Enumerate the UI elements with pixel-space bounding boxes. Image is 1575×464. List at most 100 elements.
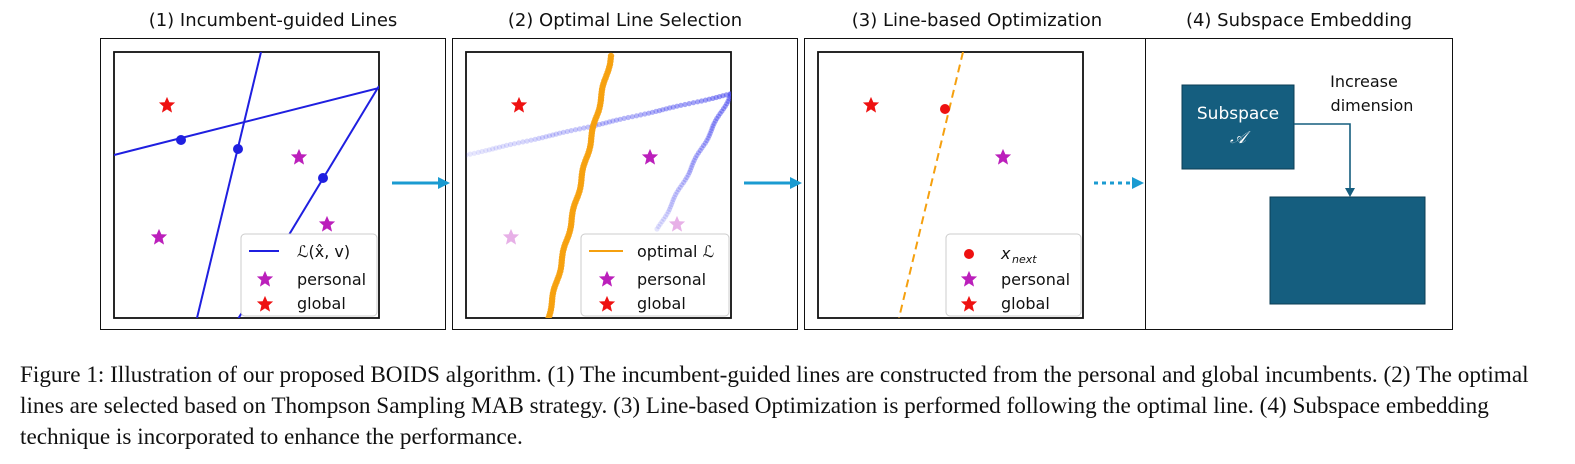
sample-point-faded [699, 145, 705, 151]
sample-point-faded [656, 108, 663, 114]
plot-area [113, 51, 380, 319]
legend-personal-label: personal [637, 270, 706, 289]
sample-point-faded [665, 209, 671, 215]
panel-3-title: (3) Line-based Optimization [851, 10, 1103, 31]
sample-point-faded [520, 139, 526, 145]
arrow-right-icon [392, 177, 450, 189]
sample-point-faded [662, 214, 668, 220]
personal-star-icon [502, 228, 520, 245]
sample-point-faded [653, 108, 659, 114]
dimension-label: dimension [1331, 96, 1414, 115]
sample-point-faded [572, 127, 579, 133]
legend-personal-label: personal [297, 270, 366, 289]
sample-point-faded [689, 162, 695, 168]
legend-global-label: global [637, 294, 686, 313]
panel-4-title: (4) Subspace Embedding [1185, 10, 1413, 31]
sample-point-faded [610, 118, 616, 124]
optimal-line-dashed [898, 52, 964, 318]
panel-1-frame: ℒ(x̂, v) personal global [100, 38, 446, 330]
sample-point-faded [686, 169, 692, 176]
sample-point-faded [568, 128, 574, 134]
sample-point-faded [657, 221, 663, 227]
personal-star-icon [641, 148, 659, 165]
sample-point-faded [490, 146, 496, 152]
incumbent-line [196, 52, 262, 318]
sample-point-faded [712, 118, 718, 124]
sample-point-faded [654, 226, 660, 232]
sample-point-faded [717, 111, 723, 117]
sample-point-faded [483, 148, 489, 154]
sample-point-faded [663, 106, 669, 112]
sample-point-faded [714, 115, 720, 122]
sample-point-faded [671, 194, 677, 200]
sample-point-faded [536, 135, 542, 141]
personal-star-icon [150, 228, 168, 245]
panel-1-title: (1) Incumbent-guided Lines [148, 10, 398, 31]
optimal-sample-point [545, 314, 552, 318]
sample-point-faded [600, 121, 606, 127]
sample-point-faded [664, 211, 670, 217]
legend-box [945, 233, 1082, 317]
sample-point-faded [708, 128, 714, 134]
sample-point-faded [634, 113, 640, 119]
sample-point-faded [625, 114, 631, 121]
sample-point-faded [694, 152, 700, 158]
sample-point-faded [695, 99, 701, 105]
incumbent-line [114, 87, 379, 156]
legend-global-label: global [297, 294, 346, 313]
sample-point-faded [596, 121, 602, 128]
sample-point-faded [682, 101, 688, 108]
sample-point-faded [581, 125, 587, 131]
legend-next-label: x [1000, 244, 1011, 263]
sample-point-faded [697, 147, 703, 154]
sample-point-faded [711, 120, 717, 127]
incumbent-point [318, 173, 328, 183]
sample-point-faded [673, 192, 679, 198]
sample-point-faded [516, 140, 522, 146]
sample-point-faded [715, 113, 721, 119]
panel-2-frame: optimal ℒ personal global [452, 38, 798, 330]
legend-next-subscript: next [1012, 253, 1037, 266]
sample-point-faded [613, 117, 620, 123]
sample-point-faded [710, 123, 716, 129]
incumbent-point [176, 135, 186, 145]
sample-point-faded [475, 149, 481, 155]
sample-point-faded [681, 179, 687, 185]
legend-personal-label: personal [1001, 270, 1070, 289]
sample-point-faded [668, 201, 675, 208]
sample-point-faded [471, 150, 477, 156]
sample-point-faded [691, 157, 697, 163]
sample-point-faded [679, 182, 685, 188]
sample-point-faded [707, 130, 713, 136]
sample-point-faded [702, 140, 708, 146]
sample-point-faded [507, 141, 514, 148]
sample-point-faded [603, 120, 609, 126]
legend-next-swatch [964, 249, 974, 259]
sample-point-faded [690, 160, 696, 166]
full-space-box [1269, 196, 1426, 305]
sample-point-faded [577, 126, 583, 132]
sample-point-faded [479, 148, 485, 155]
sample-point-faded [701, 142, 707, 149]
subspace-box [1181, 84, 1295, 170]
sample-point-faded [539, 135, 546, 141]
legend-box [580, 233, 730, 317]
sample-point-faded [546, 133, 552, 139]
sample-point-faded [524, 138, 530, 144]
sample-point-faded [685, 172, 691, 178]
sample-point-faded [677, 184, 683, 190]
subspace-symbol: 𝒜 [1230, 128, 1251, 148]
panel-2-plot: optimal ℒ personal global [465, 51, 732, 319]
global-star-icon [510, 96, 528, 113]
panel-1-plot: ℒ(x̂, v) personal global [113, 51, 380, 319]
sample-point-faded [674, 189, 680, 195]
sample-point-faded [660, 107, 666, 113]
sample-point-faded [621, 115, 627, 121]
arrow-right-icon [744, 177, 802, 189]
sample-point-faded [661, 216, 667, 222]
sample-point-faded [642, 111, 648, 117]
sample-point-faded [543, 134, 549, 140]
sample-point-faded [496, 144, 503, 150]
panel-3-frame: x next personal global [804, 38, 1150, 330]
sample-point-faded [532, 136, 538, 142]
